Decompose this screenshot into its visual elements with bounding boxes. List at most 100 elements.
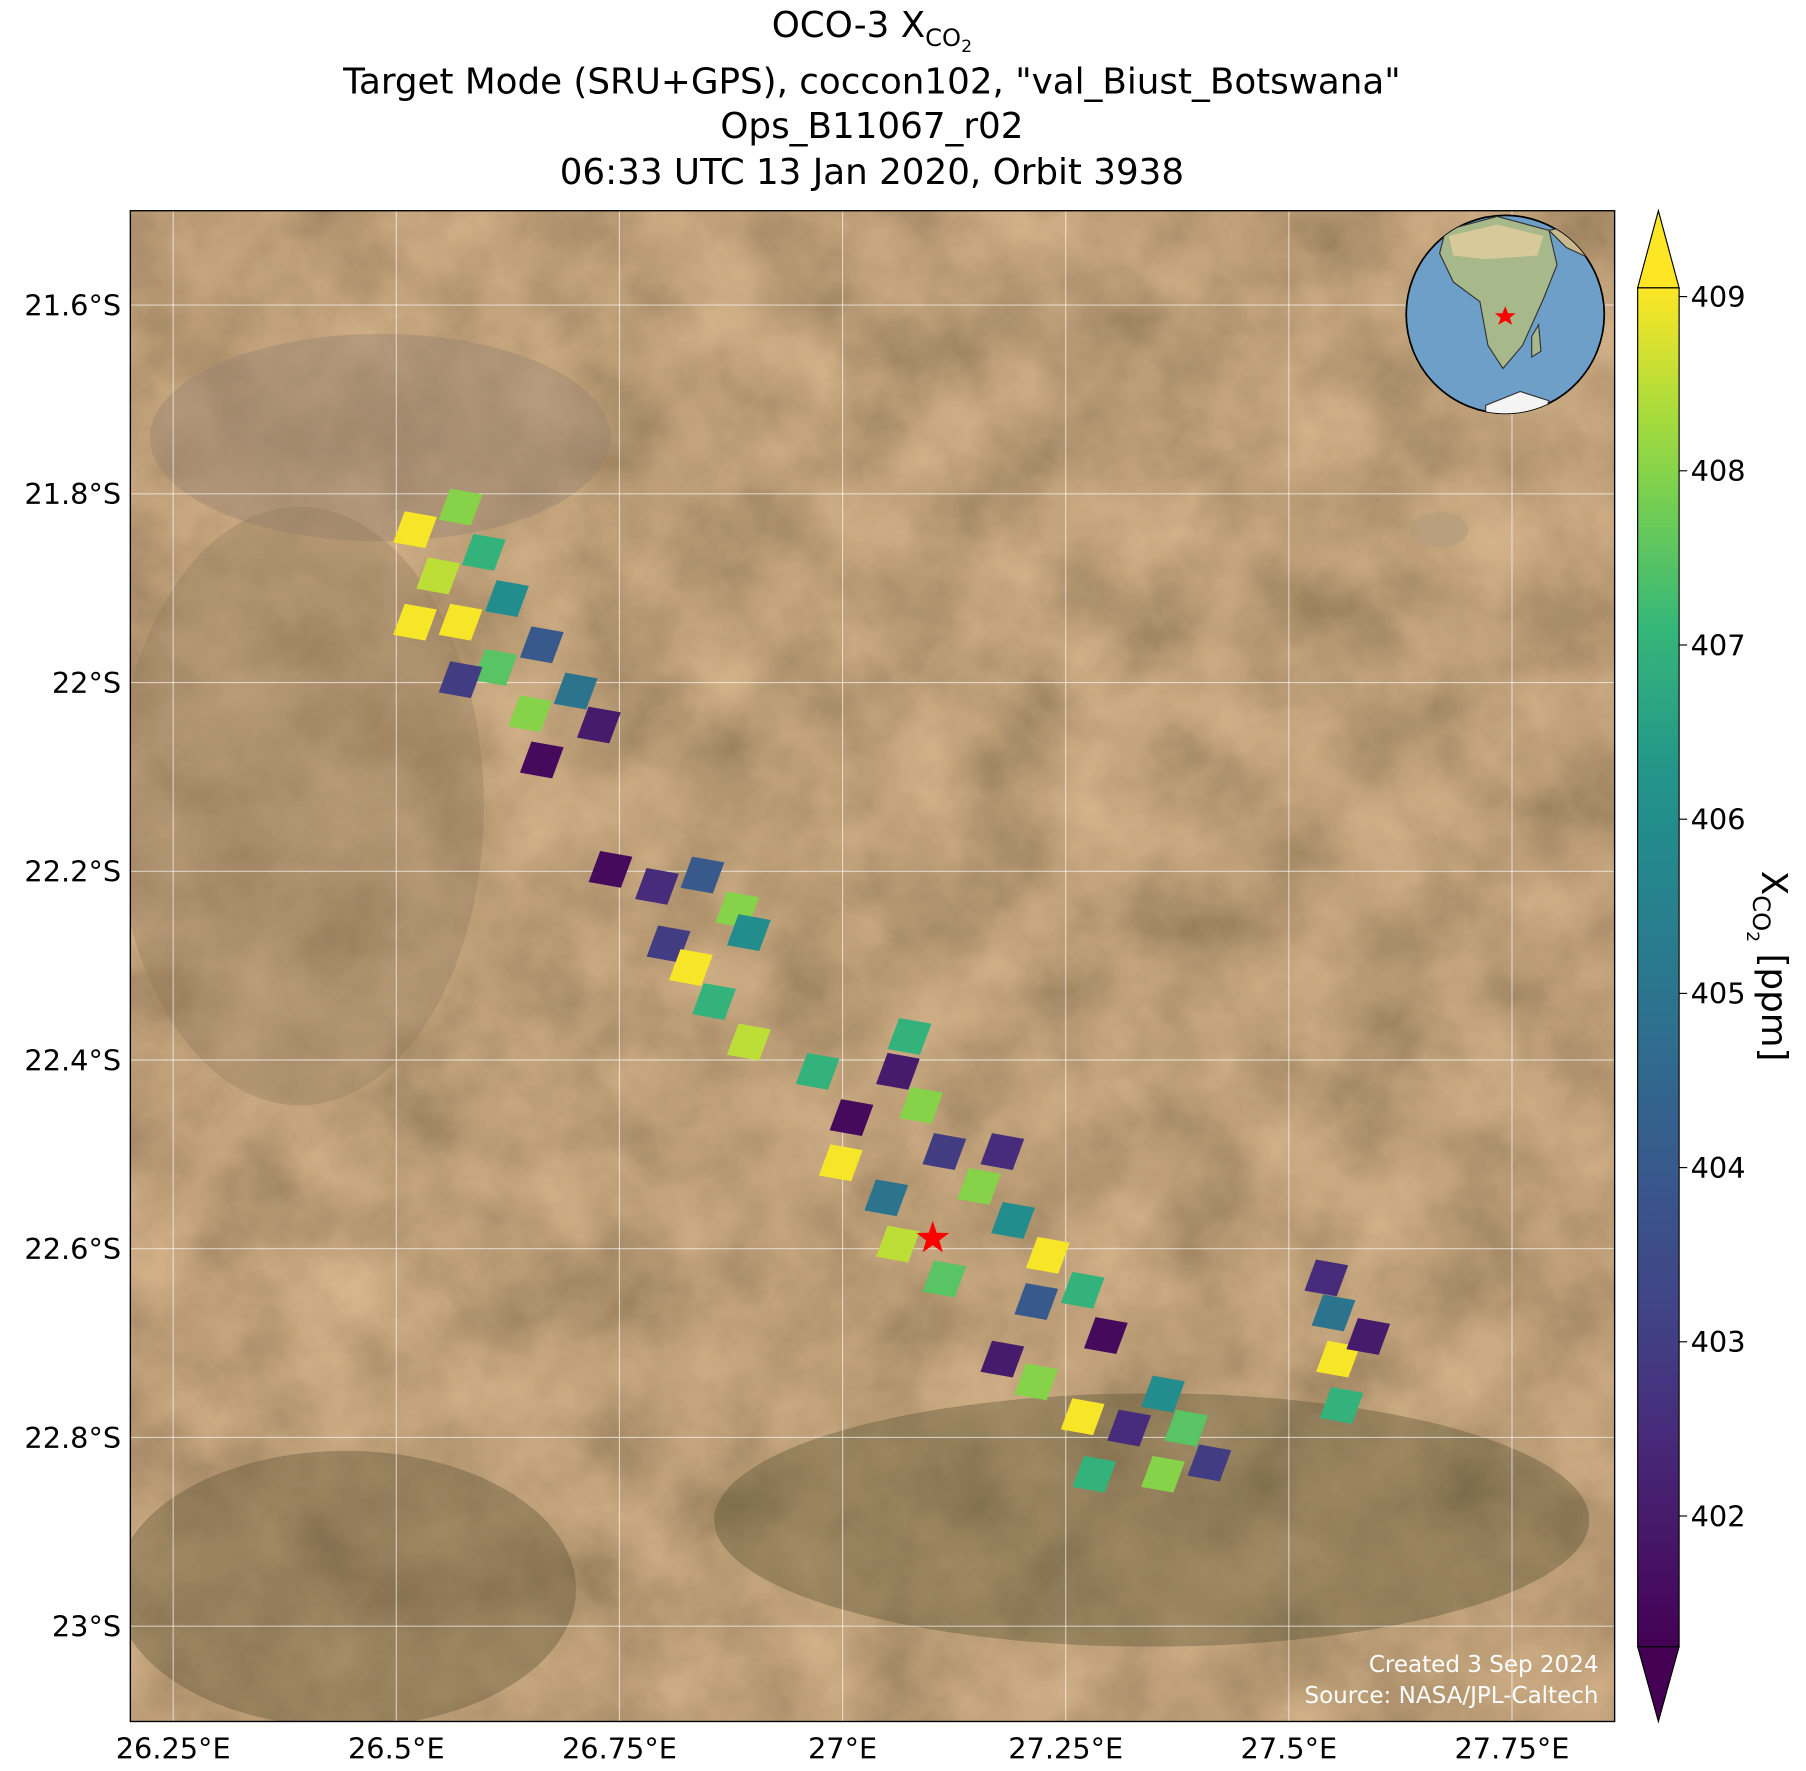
colorbar-label-sub: CO bbox=[1747, 895, 1775, 931]
credit: Source: NASA/JPL-Caltech bbox=[1305, 1683, 1599, 1709]
sounding bbox=[1025, 1236, 1070, 1274]
sounding bbox=[1316, 1340, 1360, 1378]
sounding bbox=[438, 661, 483, 699]
sounding bbox=[991, 1201, 1035, 1239]
sounding bbox=[438, 488, 483, 526]
sounding bbox=[692, 983, 736, 1020]
colorbar-tick-label: 406 bbox=[1691, 803, 1746, 837]
y-tick-label: 23°S bbox=[52, 1610, 121, 1644]
credit: Created 3 Sep 2024 bbox=[1369, 1652, 1599, 1678]
sounding bbox=[680, 856, 725, 894]
colorbar-tick-label: 403 bbox=[1691, 1325, 1746, 1359]
colorbar-tick-label: 409 bbox=[1691, 280, 1746, 314]
sounding bbox=[668, 949, 713, 986]
basemap bbox=[130, 210, 1615, 1722]
sounding bbox=[416, 557, 461, 595]
y-tick-label: 22.6°S bbox=[24, 1232, 121, 1266]
sounding bbox=[1164, 1409, 1209, 1447]
sounding bbox=[1141, 1455, 1185, 1493]
sounding bbox=[922, 1260, 967, 1298]
sounding bbox=[393, 603, 437, 641]
sounding bbox=[899, 1086, 944, 1124]
sounding bbox=[588, 850, 633, 888]
colorbar-extend-top bbox=[1636, 208, 1680, 289]
sounding bbox=[1187, 1444, 1232, 1482]
sounding bbox=[1141, 1375, 1185, 1413]
sounding bbox=[1072, 1455, 1117, 1493]
grid bbox=[130, 210, 1615, 1722]
colorbar-extend-bottom bbox=[1636, 1646, 1680, 1724]
y-tick-label: 21.8°S bbox=[24, 477, 121, 511]
subtitle: 06:33 UTC 13 Jan 2020, Orbit 3938 bbox=[560, 152, 1184, 193]
sounding bbox=[876, 1225, 920, 1263]
colorbar-tick-label: 405 bbox=[1691, 977, 1746, 1011]
colorbar-tick-label: 404 bbox=[1691, 1151, 1746, 1185]
sounding bbox=[1346, 1318, 1391, 1355]
sounding bbox=[1060, 1271, 1105, 1309]
x-tick-label: 27.5°E bbox=[1241, 1731, 1338, 1765]
title-subsub: 2 bbox=[961, 37, 972, 57]
x-tick-label: 26.75°E bbox=[562, 1731, 677, 1765]
sounding bbox=[864, 1179, 909, 1217]
sounding bbox=[818, 1144, 863, 1182]
sounding bbox=[508, 695, 553, 733]
sounding bbox=[726, 914, 771, 952]
title: OCO-3 XCO2 bbox=[772, 5, 972, 57]
x-tick-label: 26.25°E bbox=[116, 1731, 231, 1765]
y-tick-label: 22.8°S bbox=[24, 1421, 121, 1455]
colorbar-label-text: X bbox=[1753, 871, 1794, 895]
subtitle: Target Mode (SRU+GPS), coccon102, "val_B… bbox=[342, 61, 1401, 102]
sounding bbox=[726, 1023, 771, 1061]
subtitle: Ops_B11067_r02 bbox=[720, 106, 1023, 147]
sounding bbox=[1084, 1317, 1128, 1354]
title-text: OCO-3 X bbox=[772, 5, 925, 46]
x-tick-label: 26.5°E bbox=[348, 1731, 445, 1765]
target-star bbox=[916, 1221, 950, 1253]
colorbar-body bbox=[1637, 287, 1680, 1648]
sounding bbox=[876, 1052, 920, 1090]
sounding bbox=[1014, 1283, 1059, 1320]
sounding bbox=[473, 649, 518, 686]
colorbar-tick-label: 408 bbox=[1691, 454, 1746, 488]
sounding bbox=[485, 580, 529, 617]
colorbar-label-subsub: 2 bbox=[1742, 931, 1762, 942]
sounding bbox=[957, 1168, 1002, 1205]
colorbar: 402 403 404 405 406 407 408 409 XCO2 [ppm] bbox=[1636, 208, 1794, 1724]
sounding bbox=[980, 1133, 1025, 1170]
colorbar-tick-label: 402 bbox=[1691, 1499, 1746, 1533]
sounding bbox=[519, 741, 564, 779]
title-sub: CO bbox=[925, 24, 961, 52]
colorbar-tick-label: 407 bbox=[1691, 628, 1746, 662]
sounding bbox=[980, 1340, 1025, 1378]
sounding bbox=[438, 603, 483, 641]
y-tick-label: 22.2°S bbox=[24, 855, 121, 889]
x-tick-label: 27.75°E bbox=[1455, 1731, 1570, 1765]
sounding bbox=[577, 706, 621, 744]
terrain bbox=[130, 210, 1615, 1722]
sounding bbox=[795, 1052, 840, 1090]
colorbar-label: XCO2 [ppm] bbox=[1742, 871, 1794, 1062]
sounding bbox=[887, 1017, 932, 1055]
x-tick-label: 27.25°E bbox=[1008, 1731, 1123, 1765]
colorbar-label-unit: [ppm] bbox=[1753, 942, 1794, 1061]
sounding bbox=[519, 626, 564, 664]
sounding bbox=[1014, 1363, 1059, 1401]
y-tick-label: 22°S bbox=[52, 666, 121, 700]
x-tick-label: 27°E bbox=[808, 1731, 877, 1765]
sounding bbox=[461, 533, 506, 571]
map-frame bbox=[129, 210, 1616, 1723]
sounding bbox=[1060, 1398, 1105, 1436]
sounding bbox=[393, 511, 437, 549]
sounding bbox=[1304, 1259, 1349, 1297]
y-tick-label: 22.4°S bbox=[24, 1043, 121, 1077]
sounding bbox=[1311, 1294, 1356, 1332]
sounding bbox=[829, 1099, 874, 1136]
sounding bbox=[1107, 1409, 1151, 1447]
sounding bbox=[553, 672, 598, 710]
sounding bbox=[922, 1133, 967, 1170]
y-tick-label: 21.6°S bbox=[24, 288, 121, 322]
soundings bbox=[393, 488, 1391, 1493]
sounding bbox=[1319, 1386, 1364, 1424]
